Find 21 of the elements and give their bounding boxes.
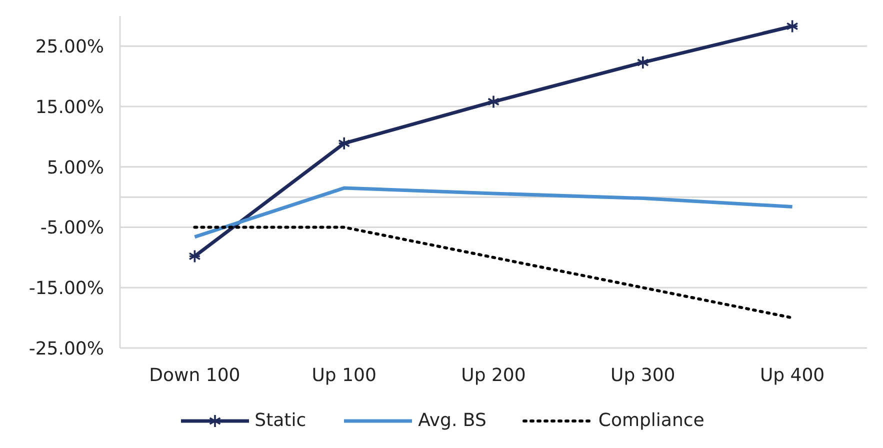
y-tick-label: -25.00%: [28, 338, 104, 360]
x-tick-label: Up 400: [760, 364, 825, 386]
x-tick-label: Down 100: [149, 364, 240, 386]
y-tick-label: 15.00%: [35, 96, 104, 118]
legend-label: Static: [254, 410, 306, 431]
point: [786, 19, 798, 34]
x-tick-label: Up 200: [461, 364, 526, 386]
y-tick-label: 5.00%: [46, 157, 104, 178]
x-tick-label: Up 300: [610, 364, 676, 386]
x-tick-label: Up 100: [312, 364, 376, 386]
point: [188, 249, 201, 264]
point: [487, 94, 500, 109]
point: [338, 136, 350, 150]
legend-label: Compliance: [598, 410, 704, 431]
y-tick-label: -15.00%: [28, 278, 104, 300]
y-tick-label: 25.00%: [35, 36, 104, 58]
line-series: [193, 226, 794, 320]
legend-label: Avg. BS: [418, 410, 486, 431]
line-series: [192, 186, 794, 239]
point: [636, 56, 650, 70]
y-tick-label: -5.00%: [40, 218, 104, 239]
